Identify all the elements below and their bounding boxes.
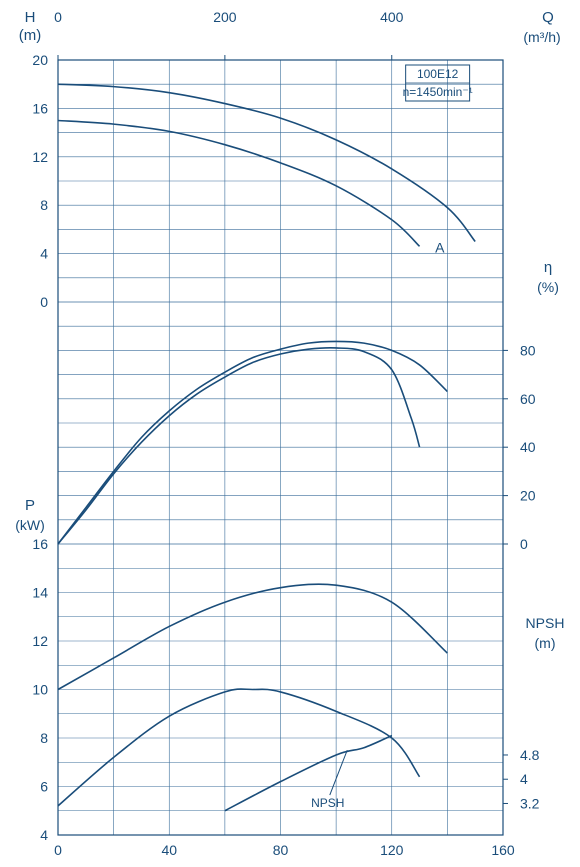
p-label: P <box>25 497 35 514</box>
chart-svg: H(m)Q(m³/h)0200400048121620η(%)020406080… <box>0 0 580 867</box>
q-axis-unit: (m³/h) <box>523 29 560 45</box>
efficiency-curve-lower <box>58 348 420 544</box>
eta-tick: 40 <box>520 439 536 455</box>
bottom-x-tick: 80 <box>273 842 289 858</box>
npsh-tick: 3.2 <box>520 795 540 811</box>
info-speed: n=1450min⁻¹ <box>403 85 473 99</box>
npsh-right-unit: (m) <box>535 635 556 651</box>
curve-label-a: A <box>435 240 445 256</box>
p-tick: 16 <box>32 536 48 552</box>
eta-tick: 20 <box>520 488 536 504</box>
bottom-x-tick: 40 <box>161 842 177 858</box>
npsh-curve <box>225 736 392 811</box>
eta-unit: (%) <box>537 279 559 295</box>
npsh-tick: 4.8 <box>520 747 540 763</box>
p-tick: 12 <box>32 633 48 649</box>
p-tick: 14 <box>32 585 48 601</box>
power-curve-upper <box>58 584 447 689</box>
q-axis-label: Q <box>542 9 554 26</box>
npsh-tick: 4 <box>520 771 528 787</box>
eta-label: η <box>544 259 552 276</box>
npsh-right-label: NPSH <box>526 615 565 631</box>
p-tick: 4 <box>40 827 48 843</box>
h-tick: 16 <box>32 100 48 116</box>
pump-curve-chart: H(m)Q(m³/h)0200400048121620η(%)020406080… <box>0 0 580 867</box>
top-x-tick: 400 <box>380 9 404 25</box>
p-tick: 10 <box>32 682 48 698</box>
p-tick: 8 <box>40 730 48 746</box>
h-tick: 12 <box>32 149 48 165</box>
p-unit: (kW) <box>15 517 45 533</box>
head-curve-lower <box>58 121 420 247</box>
bottom-x-tick: 0 <box>54 842 62 858</box>
bottom-x-tick: 160 <box>491 842 515 858</box>
h-axis-unit: (m) <box>19 27 42 44</box>
p-tick: 6 <box>40 779 48 795</box>
info-model: 100E12 <box>417 67 459 81</box>
eta-tick: 0 <box>520 536 528 552</box>
efficiency-curve-upper <box>58 341 447 544</box>
npsh-inline-label: NPSH <box>311 796 344 810</box>
eta-tick: 60 <box>520 391 536 407</box>
h-axis-label: H <box>25 9 36 26</box>
bottom-x-tick: 120 <box>380 842 404 858</box>
h-tick: 20 <box>32 52 48 68</box>
h-tick: 8 <box>40 197 48 213</box>
head-curve-upper <box>58 84 475 241</box>
h-tick: 0 <box>40 294 48 310</box>
eta-tick: 80 <box>520 342 536 358</box>
top-x-tick: 0 <box>54 9 62 25</box>
h-tick: 4 <box>40 246 48 262</box>
top-x-tick: 200 <box>213 9 237 25</box>
